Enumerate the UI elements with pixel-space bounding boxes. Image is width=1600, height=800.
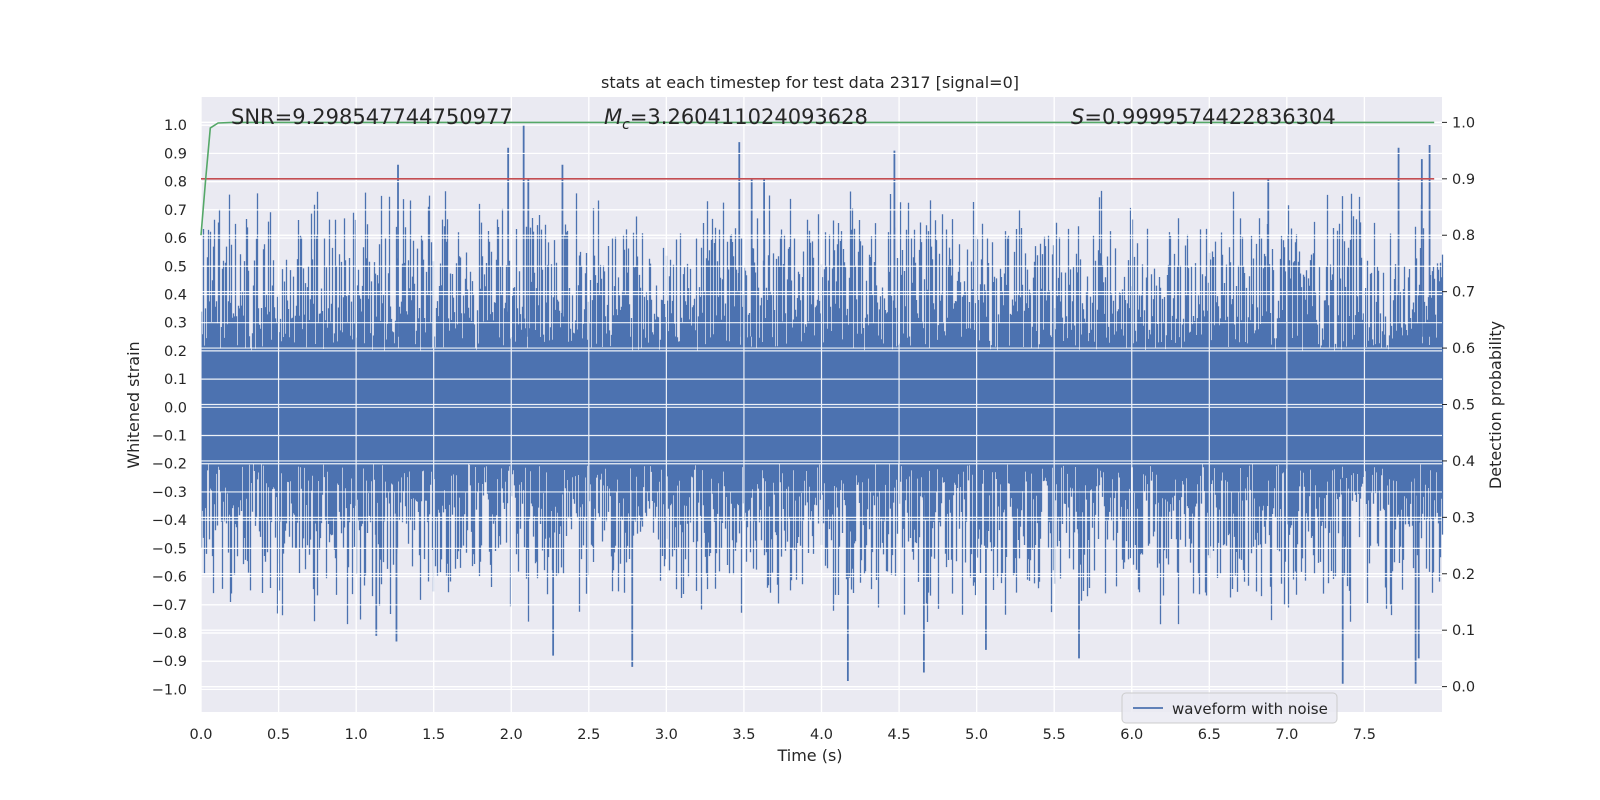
y2-tick-label: 0.7 (1452, 285, 1475, 301)
x-tick-label: 0.0 (189, 727, 212, 743)
y2-tick-label: 0.1 (1452, 623, 1475, 639)
x-tick-label: 3.0 (655, 727, 678, 743)
y-tick-label: 0.9 (164, 146, 187, 162)
x-tick-label: 2.5 (577, 727, 600, 743)
x-axis-ticks: 0.0 0.5 1.0 1.5 2.0 2.5 3.0 3.5 4.0 4.5 5.0 5.5 6.0 6… (189, 727, 1376, 743)
score-symbol: S (1071, 105, 1084, 129)
y-axis-label: Whitened strain (124, 341, 143, 468)
chirp-mass-annotation: Mc=3.260411024093628 (604, 105, 868, 133)
snr-annotation: SNR=9.298547744750977 (231, 105, 513, 129)
x-axis-label: Time (s) (776, 746, 842, 765)
x-tick-label: 7.5 (1353, 727, 1376, 743)
x-tick-label: 6.0 (1120, 727, 1143, 743)
y2-tick-label: 0.4 (1452, 454, 1475, 470)
x-tick-label: 4.0 (810, 727, 833, 743)
legend-label: waveform with noise (1172, 700, 1328, 718)
chirp-mass-value: =3.260411024093628 (630, 105, 868, 129)
legend: waveform with noise (1121, 692, 1338, 724)
y2-axis-ticks: 1.0 0.9 0.8 0.7 0.6 0.5 0.4 0.3 0.2 0.1 0.0 (1442, 115, 1475, 696)
y-tick-label: 0.2 (164, 344, 187, 360)
x-tick-label: 1.0 (345, 727, 368, 743)
score-value: =0.9999574422836304 (1084, 105, 1335, 129)
chirp-mass-symbol: M (604, 105, 622, 129)
y2-tick-label: 0.6 (1452, 341, 1475, 357)
y2-tick-label: 1.0 (1452, 115, 1475, 131)
score-annotation: S=0.9999574422836304 (1071, 105, 1336, 129)
y-tick-label: −1.0 (152, 682, 187, 698)
y-tick-label: −0.5 (152, 541, 187, 557)
x-tick-label: 5.5 (1043, 727, 1066, 743)
y2-tick-label: 0.3 (1452, 510, 1475, 526)
y-tick-label: −0.1 (152, 429, 187, 445)
x-tick-label: 5.0 (965, 727, 988, 743)
y2-tick-label: 0.9 (1452, 172, 1475, 188)
chart-title: stats at each timestep for test data 231… (601, 73, 1019, 92)
y-tick-label: 0.4 (164, 287, 187, 303)
chirp-mass-subscript: c (622, 117, 630, 133)
y2-axis-label: Detection probability (1486, 321, 1505, 489)
y-tick-label: 0.7 (164, 203, 187, 219)
y-tick-label: 0.6 (164, 231, 187, 247)
y-tick-label: 0.1 (164, 372, 187, 388)
detection-probability-line (200, 121, 1435, 236)
y-tick-label: 0.0 (164, 400, 187, 416)
y2-tick-label: 0.2 (1452, 567, 1475, 583)
y-tick-label: −0.2 (152, 457, 187, 473)
y-tick-label: −0.4 (152, 513, 187, 529)
y2-tick-label: 0.8 (1452, 228, 1475, 244)
y-axis-ticks: 1.0 0.9 0.8 0.7 0.6 0.5 0.4 0.3 0.2 0.1 0.0 −0.1 −0.… (152, 118, 187, 698)
legend-box (1121, 692, 1338, 724)
y-tick-label: 0.5 (164, 259, 187, 275)
y-tick-label: 1.0 (164, 118, 187, 134)
x-tick-label: 0.5 (267, 727, 290, 743)
y-tick-label: 0.8 (164, 175, 187, 191)
y2-tick-label: 0.5 (1452, 398, 1475, 414)
x-tick-label: 4.5 (888, 727, 911, 743)
x-tick-label: 1.5 (422, 727, 445, 743)
y-tick-label: 0.3 (164, 316, 187, 332)
x-tick-label: 6.5 (1198, 727, 1221, 743)
x-tick-label: 2.0 (500, 727, 523, 743)
y-tick-label: −0.3 (152, 485, 187, 501)
y-tick-label: −0.6 (152, 570, 187, 586)
probability-series (200, 121, 1435, 236)
x-tick-label: 3.5 (732, 727, 755, 743)
y-tick-label: −0.7 (152, 598, 187, 614)
y-tick-label: −0.8 (152, 626, 187, 642)
y-tick-label: −0.9 (152, 654, 187, 670)
y2-tick-label: 0.0 (1452, 680, 1475, 696)
x-tick-label: 7.0 (1275, 727, 1298, 743)
